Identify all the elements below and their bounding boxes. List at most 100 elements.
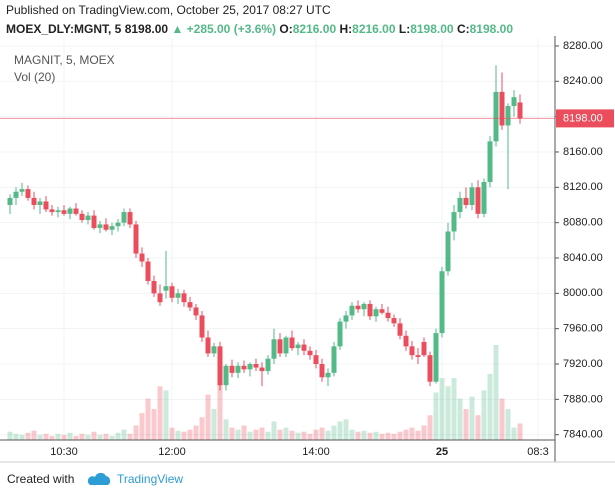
candle-body: [193, 307, 199, 316]
candle-body: [187, 302, 193, 308]
candle-body: [343, 315, 349, 322]
h-label: H:: [339, 22, 352, 36]
last-price-box: [556, 109, 614, 128]
candle-body: [355, 305, 361, 310]
candle-body: [25, 189, 31, 198]
volume-bar: [301, 431, 307, 440]
footer-brand[interactable]: TradingView: [117, 472, 183, 486]
quote-line: MOEX_DLY:MGNT, 5 8198.00 ▲ +285.00 (+3.6…: [6, 22, 513, 36]
volume-bar: [217, 382, 223, 440]
candle-body: [415, 355, 421, 357]
candle-body: [121, 212, 127, 223]
volume-bar: [199, 417, 205, 440]
candle-body: [319, 364, 325, 378]
logo[interactable]: [87, 472, 111, 485]
candle-body: [259, 367, 265, 372]
volume-bar: [367, 432, 373, 440]
candle-body: [145, 261, 151, 281]
candle-body: [199, 315, 205, 338]
candle-body: [517, 102, 523, 119]
volume-bar: [517, 423, 523, 440]
volume-bar: [457, 398, 463, 440]
volume-bar: [19, 434, 25, 440]
volume-bar: [169, 427, 175, 440]
y-tick-label: 7840.00: [563, 429, 603, 441]
candle-body: [427, 355, 433, 382]
candle-body: [493, 91, 499, 142]
candle-body: [49, 209, 55, 213]
volume-bar: [427, 415, 433, 440]
candle-body: [331, 346, 337, 373]
candle-body: [469, 187, 475, 205]
y-tick-label: 8120.00: [563, 181, 603, 193]
candle-body: [157, 293, 163, 303]
x-tick-label: 14:00: [302, 446, 330, 458]
volume-bar: [385, 432, 391, 440]
candle-body: [217, 346, 223, 386]
candle-body: [307, 350, 313, 356]
volume-bar: [109, 435, 115, 440]
y-tick-label: 8280.00: [563, 40, 603, 52]
symbol: MOEX_DLY:MGNT, 5: [6, 22, 122, 36]
volume-bar: [409, 427, 415, 440]
volume-bar: [463, 409, 469, 440]
volume-bar: [325, 430, 331, 440]
h: 8216.00: [352, 22, 396, 36]
published: Published on TradingView.com, October 25…: [6, 3, 331, 17]
x-tick-label: 25: [436, 446, 448, 458]
candle-body: [61, 210, 67, 214]
candle-body: [463, 197, 469, 205]
volume-bar: [247, 431, 253, 440]
candle-body: [253, 364, 259, 368]
volume-bar: [415, 430, 421, 440]
candle-body: [55, 210, 61, 213]
candle-body: [169, 286, 175, 298]
candle-body: [133, 224, 139, 254]
y-tick-label: 8240.00: [563, 75, 603, 87]
volume-bar: [43, 433, 49, 440]
last-price-label: 8198.00: [563, 112, 603, 124]
volume-bar: [289, 430, 295, 440]
volume-bar: [67, 432, 73, 440]
volume-bar: [421, 425, 427, 440]
l-label: L:: [399, 22, 410, 36]
candle-body: [361, 303, 367, 310]
volume-bar: [229, 427, 235, 440]
candle-body: [13, 191, 19, 198]
candle-body: [385, 312, 391, 319]
volume-bar: [235, 429, 241, 440]
candle-body: [481, 182, 487, 214]
candle-body: [445, 231, 451, 272]
volume-bar: [481, 390, 487, 440]
volume-bar: [493, 345, 499, 440]
candle-body: [391, 318, 397, 324]
candle-body: [295, 344, 301, 349]
volume-bar: [127, 433, 133, 440]
volume-bar: [49, 435, 55, 440]
volume-bar: [295, 432, 301, 440]
candle-body: [127, 212, 133, 225]
volume-bar: [73, 435, 79, 440]
change: ▲ +285.00 (+3.6%): [171, 22, 276, 36]
candle-body: [115, 222, 121, 227]
candle-body: [163, 286, 169, 291]
volume-bar: [7, 431, 13, 440]
candle-body: [433, 333, 439, 382]
legend-instrument: MAGNIT, 5, MOEX: [14, 53, 115, 67]
volume-bar: [133, 425, 139, 440]
volume-bar: [505, 409, 511, 440]
volume-bar: [259, 427, 265, 440]
price-axis-bg: [555, 36, 615, 462]
volume-bar: [397, 431, 403, 440]
candle-body: [103, 224, 109, 230]
volume-bar: [373, 431, 379, 440]
volume-bar: [145, 398, 151, 440]
candle-body: [73, 208, 79, 214]
volume-bar: [313, 429, 319, 440]
volume-bar: [85, 434, 91, 440]
candle-body: [7, 197, 13, 205]
y-tick-label: 8000.00: [563, 287, 603, 299]
candle-body: [277, 339, 283, 354]
candle-body: [247, 364, 253, 370]
